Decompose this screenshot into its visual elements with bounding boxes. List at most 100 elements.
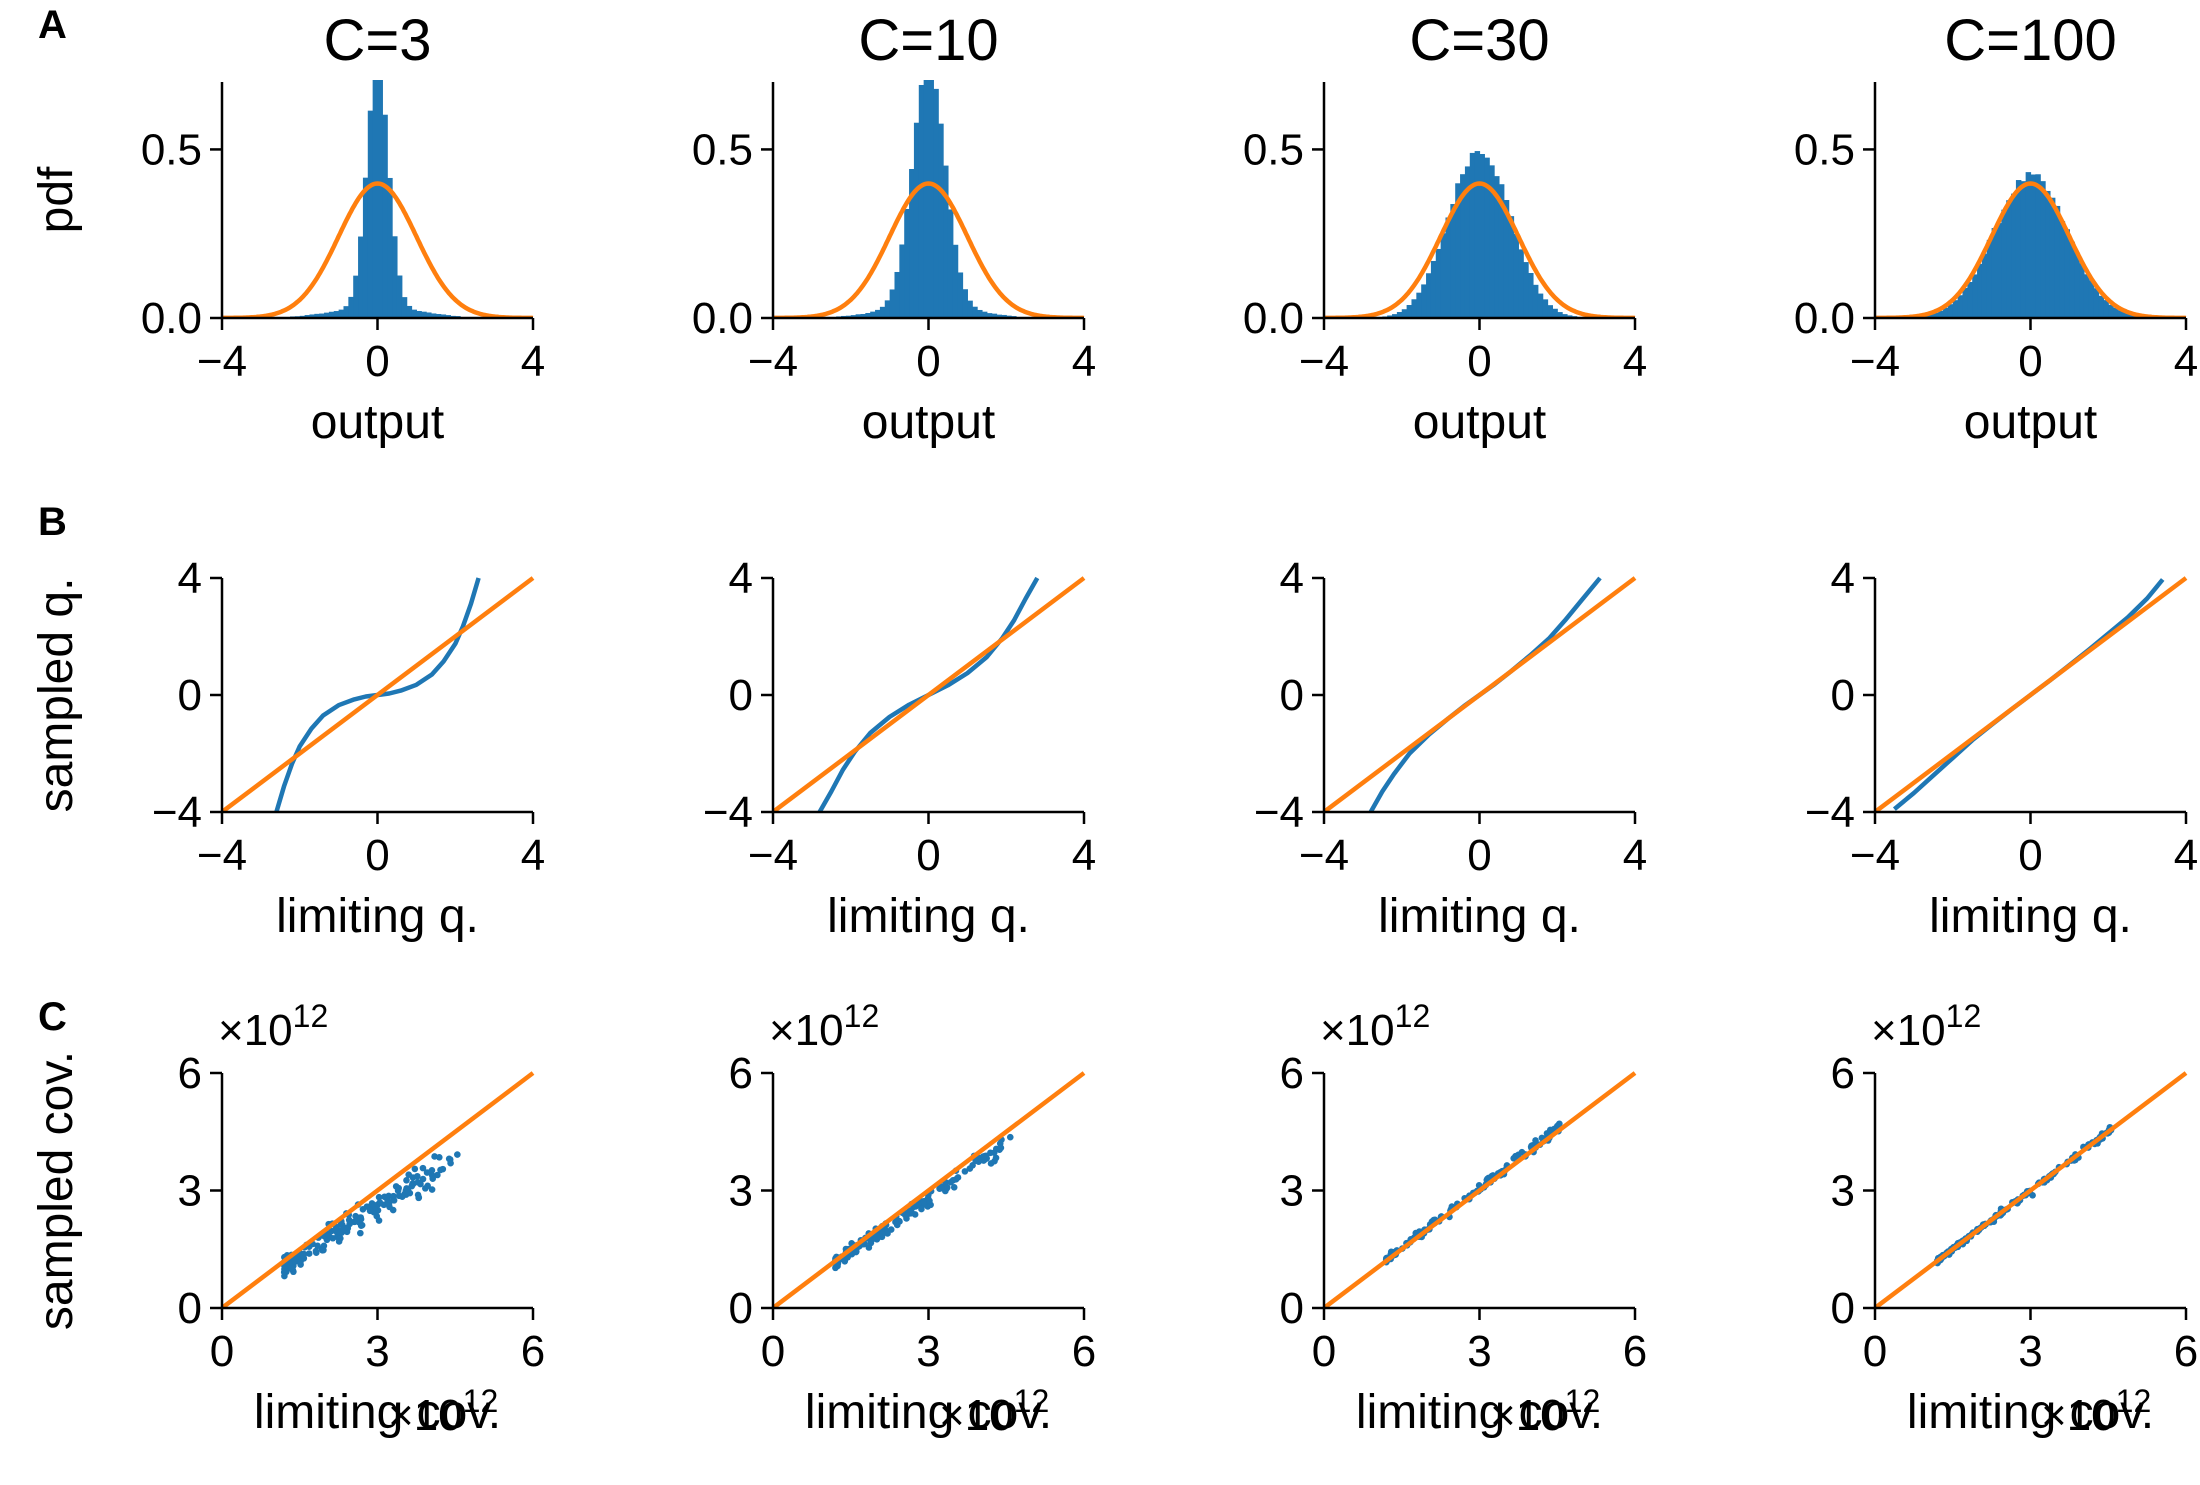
x-tick-label: 0 xyxy=(1312,1327,1336,1376)
x-tick-label: 0 xyxy=(365,337,389,386)
scatter-point xyxy=(911,1211,919,1218)
histogram-bar xyxy=(860,313,866,318)
histogram-bar xyxy=(1426,273,1432,318)
scatter-point xyxy=(987,1160,995,1167)
chart-a-3: −4 0 4 0.0 0.5 C=30 output xyxy=(1243,8,1647,449)
x-axis-label: output xyxy=(1413,396,1546,449)
histogram-bar xyxy=(913,122,920,318)
normal-pdf-line xyxy=(773,181,1085,318)
histogram-bar xyxy=(986,313,993,318)
histogram-bar xyxy=(2117,310,2124,318)
histogram-bar xyxy=(1933,312,1939,318)
y-tick-label: 4 xyxy=(1831,554,1855,603)
histogram-bar xyxy=(1972,274,1978,318)
panel-letter-c: C xyxy=(38,995,67,1039)
scatter-point xyxy=(359,1206,367,1213)
histogram-bar xyxy=(1957,295,1964,318)
scatter-point xyxy=(312,1247,320,1255)
histogram-bar xyxy=(933,88,939,318)
x-tick-label: −4 xyxy=(748,831,798,880)
histogram-bar xyxy=(2049,197,2056,318)
x-tick-label: −4 xyxy=(1850,337,1900,386)
y-tick-label: 4 xyxy=(729,554,753,603)
y-scale-multiplier: ×1012 xyxy=(769,998,879,1055)
x-tick-label: −4 xyxy=(1850,831,1900,880)
identity-line xyxy=(1875,1071,2188,1308)
scatter-point xyxy=(434,1171,441,1179)
scatter-point xyxy=(340,1225,348,1233)
histogram-bar xyxy=(879,306,886,318)
histogram-bar xyxy=(1986,239,1993,318)
x-axis-label: limiting q. xyxy=(1929,890,2132,943)
x-tick-label: −4 xyxy=(748,337,798,386)
histogram-bar xyxy=(1947,304,1954,318)
scatter-point xyxy=(435,1153,443,1161)
plot-area xyxy=(773,80,1085,318)
scatter-point xyxy=(376,1199,384,1206)
y-scale-exponent: 12 xyxy=(844,998,880,1034)
y-tick-label: 0.0 xyxy=(692,294,753,343)
histogram-bar xyxy=(2079,263,2085,318)
histogram-bar xyxy=(904,208,910,318)
histogram-bar xyxy=(855,314,862,318)
histogram-bar xyxy=(2127,314,2134,318)
scatter-point xyxy=(305,1250,313,1257)
histogram-bar xyxy=(392,236,398,318)
histogram-bar xyxy=(2083,274,2090,318)
histogram-bar xyxy=(387,177,393,318)
scatter-point xyxy=(853,1248,860,1255)
plot-area xyxy=(222,576,535,812)
x-tick-label: 0 xyxy=(365,831,389,880)
histogram-bar xyxy=(1411,299,1417,318)
histogram-bar xyxy=(909,169,915,318)
scatter-point xyxy=(903,1212,911,1219)
scatter-point xyxy=(357,1229,364,1237)
x-scale-multiplier: ×1012 xyxy=(2041,1383,2151,1440)
scatter-point xyxy=(366,1207,374,1215)
y-tick-label: 0 xyxy=(178,1284,202,1333)
chart-b-3: −4 0 4 −4 0 4 limiting q. xyxy=(1254,554,1647,943)
histogram-bar xyxy=(1406,305,1413,318)
histogram-bar xyxy=(928,80,934,318)
x-tick-label: 4 xyxy=(1623,337,1647,386)
histogram-bar xyxy=(430,313,437,318)
histogram-bar xyxy=(1392,314,1398,318)
histogram-bar xyxy=(1396,312,1403,318)
histogram-bar xyxy=(1508,216,1515,318)
scatter-point xyxy=(404,1187,412,1195)
scatter-point xyxy=(357,1222,365,1229)
histogram-bar xyxy=(2064,229,2070,318)
x-tick-label: −4 xyxy=(197,337,247,386)
x-axis-label: output xyxy=(862,396,995,449)
chart-b-1: −4 0 4 −4 0 4 limiting q. sampled q. xyxy=(30,554,545,943)
y-scale-exponent: 12 xyxy=(1395,998,1431,1034)
scatter-point xyxy=(375,1217,383,1224)
plot-area xyxy=(1875,172,2187,318)
x-axis-label: limiting cov. xyxy=(1356,1386,1603,1439)
histogram-bar xyxy=(918,84,925,318)
scatter-point xyxy=(997,1144,1005,1152)
plot-area xyxy=(773,1071,1086,1308)
histogram-bar xyxy=(1464,166,1471,318)
histogram-bar xyxy=(338,309,345,318)
x-tick-label: −4 xyxy=(1299,337,1349,386)
histogram-bar xyxy=(1401,309,1408,318)
scatter-point xyxy=(892,1218,899,1226)
panel-letter-a: A xyxy=(38,3,67,47)
y-tick-label: 0.0 xyxy=(141,294,202,343)
histogram-bar xyxy=(2011,193,2017,318)
histogram-bar xyxy=(1498,184,1505,318)
histogram-bar xyxy=(1528,272,1534,318)
histogram-bar xyxy=(2020,181,2027,318)
chart-b-4: −4 0 4 −4 0 4 limiting q. xyxy=(1805,554,2198,943)
scatter-point xyxy=(288,1265,295,1272)
panel-letter-b: B xyxy=(38,500,67,544)
histogram-bar xyxy=(377,80,383,318)
scatter-point xyxy=(428,1167,436,1174)
y-tick-label: 0 xyxy=(729,671,753,720)
y-tick-label: 0 xyxy=(178,671,202,720)
x-tick-label: −4 xyxy=(1299,831,1349,880)
identity-line xyxy=(1324,576,1637,812)
identity-line xyxy=(773,1071,1086,1308)
